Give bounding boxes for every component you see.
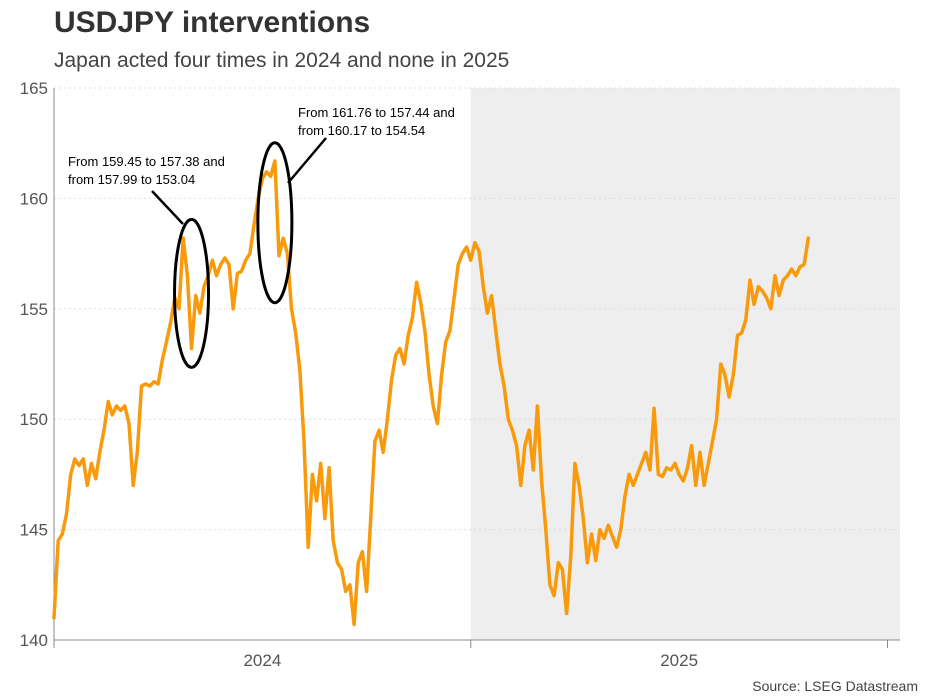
y-tick-label-150: 150: [20, 410, 48, 429]
annotation-text-2-line-1: From 161.76 to 157.44 and: [298, 105, 455, 120]
chart-title: USDJPY interventions: [54, 6, 371, 39]
annotation-pointer-1: [151, 190, 184, 225]
y-tick-label-160: 160: [20, 189, 48, 208]
x-tick-label-2024: 2024: [243, 651, 281, 670]
chart-subtitle: Japan acted four times in 2024 and none …: [54, 49, 510, 72]
annotation-ellipse-1: [173, 217, 211, 369]
annotation-text-1-line-2: from 157.99 to 153.04: [68, 172, 195, 187]
x-tick-label-2025: 2025: [660, 651, 698, 670]
y-tick-label-165: 165: [20, 79, 48, 98]
annotations: From 159.45 to 157.38 and from 157.99 to …: [68, 105, 455, 369]
annotation-text-2-line-2: from 160.17 to 154.54: [298, 123, 425, 138]
annotation-pointer-2: [287, 137, 327, 184]
y-tick-label-155: 155: [20, 300, 48, 319]
source-label: Source: LSEG Datastream: [752, 678, 918, 694]
y-tick-label-145: 145: [20, 521, 48, 540]
usdjpy-series-line: [52, 159, 811, 627]
y-tick-label-140: 140: [20, 631, 48, 650]
annotation-ellipse-2: [256, 141, 294, 305]
annotation-text-1-line-1: From 159.45 to 157.38 and: [68, 154, 225, 169]
shaded-region-2025: [470, 88, 900, 640]
axes: 140 145 150 155 160 165 2024 2025: [20, 79, 900, 670]
